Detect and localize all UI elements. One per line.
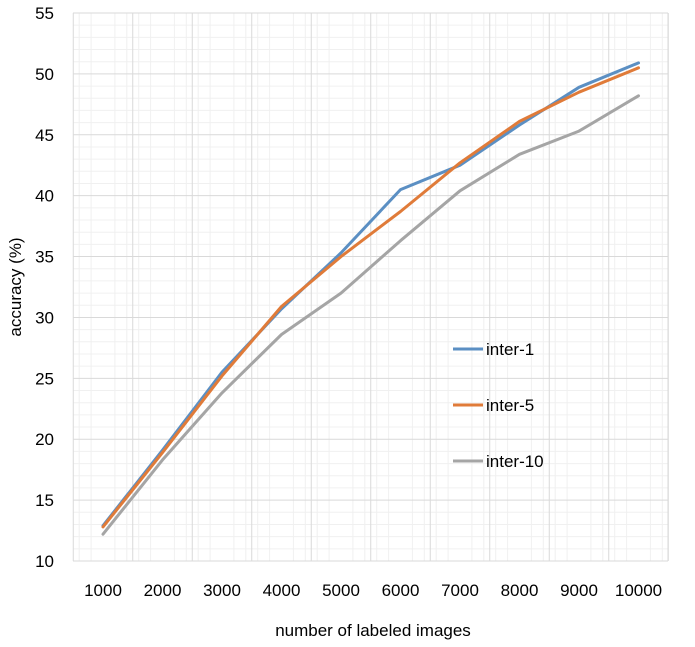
y-tick-label: 20 [35,430,54,449]
x-tick-label: 10000 [615,581,662,600]
x-tick-labels: 1000 2000 3000 4000 5000 6000 7000 8000 9000 1000… [84,581,662,600]
series-line-inter-10 [101,94,640,536]
x-tick-label: 7000 [441,581,479,600]
x-tick-label: 6000 [382,581,420,600]
y-tick-label: 45 [35,126,54,145]
legend-label-inter-5: inter-5 [486,396,534,415]
x-tick-label: 1000 [84,581,122,600]
series-line-inter-5 [101,66,640,529]
y-tick-label: 35 [35,248,54,267]
y-tick-label: 15 [35,491,54,510]
legend: inter-1 inter-5 inter-10 [453,340,544,471]
y-tick-labels: 10 15 20 25 30 35 40 45 50 55 [35,4,54,571]
y-tick-label: 40 [35,187,54,206]
x-axis-title: number of labeled images [275,621,471,640]
legend-label-inter-1: inter-1 [486,340,534,359]
x-tick-label: 3000 [203,581,241,600]
x-tick-label: 8000 [501,581,539,600]
x-tick-label: 9000 [560,581,598,600]
y-axis-title: accuracy (%) [6,237,25,336]
grid [72,12,669,562]
x-tick-label: 5000 [322,581,360,600]
y-tick-label: 50 [35,65,54,84]
x-tick-label: 2000 [144,581,182,600]
y-tick-label: 30 [35,308,54,327]
y-tick-label: 25 [35,369,54,388]
series-lines [101,61,640,536]
y-tick-label: 55 [35,4,54,23]
y-tick-label: 10 [35,552,54,571]
x-tick-label: 4000 [263,581,301,600]
legend-label-inter-10: inter-10 [486,452,544,471]
